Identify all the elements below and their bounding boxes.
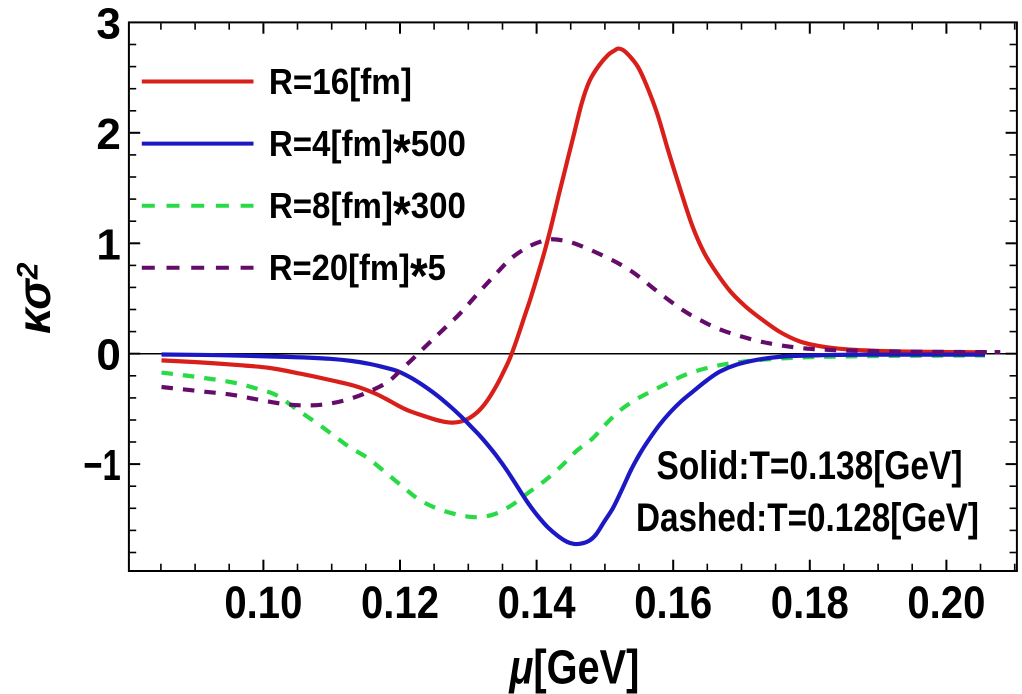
svg-text:0.20: 0.20: [907, 577, 985, 628]
svg-text:μ[GeV]: μ[GeV]: [508, 642, 640, 694]
svg-text:2: 2: [96, 110, 120, 159]
svg-text:0.14: 0.14: [498, 577, 576, 628]
svg-text:R=16[fm]: R=16[fm]: [269, 61, 412, 102]
svg-text:Dashed:T=0.128[GeV]: Dashed:T=0.128[GeV]: [636, 496, 979, 540]
svg-text:0.10: 0.10: [224, 577, 302, 628]
svg-text:0.18: 0.18: [771, 577, 849, 628]
svg-text:0: 0: [96, 331, 120, 380]
svg-text:−1: −1: [83, 441, 121, 490]
svg-text:Solid:T=0.138[GeV]: Solid:T=0.138[GeV]: [657, 444, 963, 488]
svg-text:0.16: 0.16: [634, 577, 712, 628]
svg-text:0.12: 0.12: [361, 577, 439, 628]
svg-text:3: 3: [96, 0, 120, 48]
svg-text:1: 1: [96, 220, 120, 269]
